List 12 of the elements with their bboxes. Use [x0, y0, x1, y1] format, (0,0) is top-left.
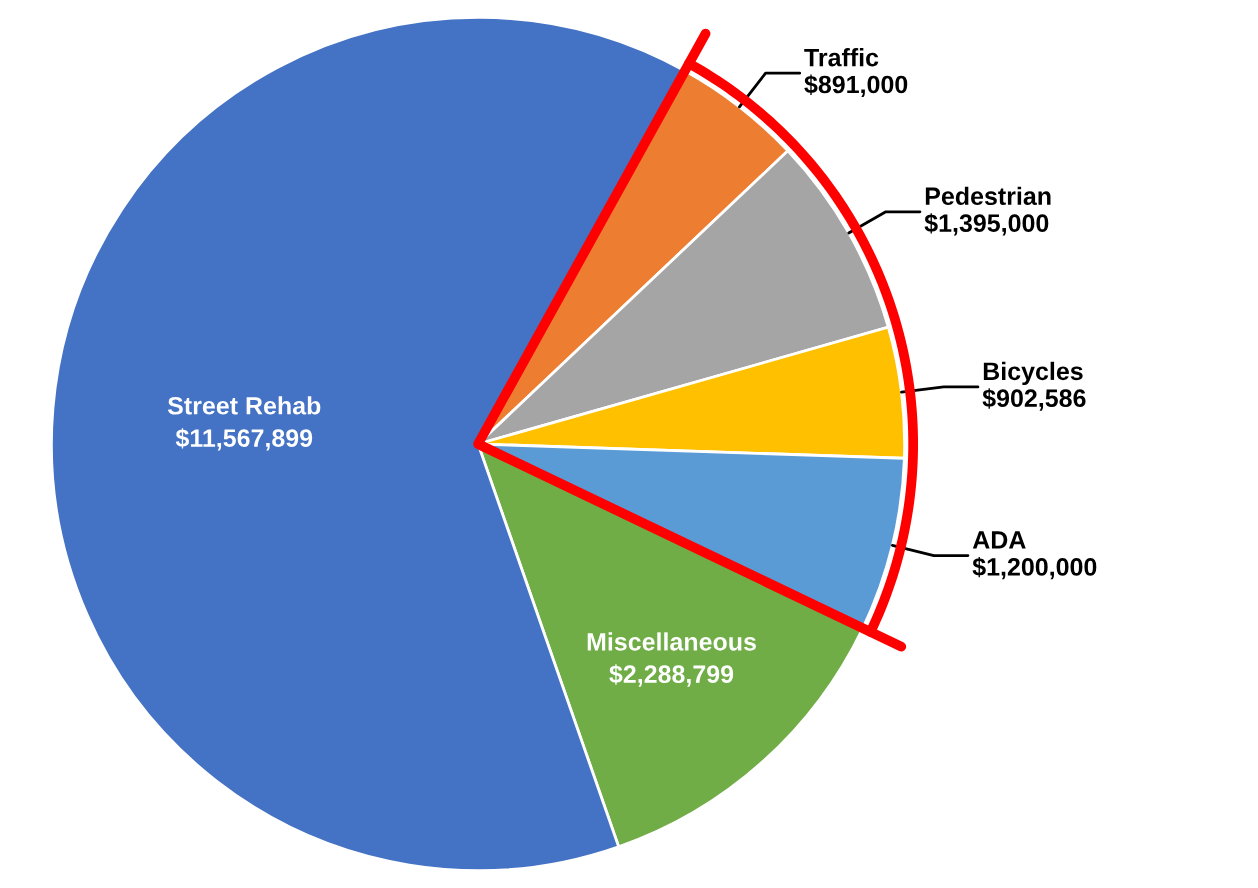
data-label: $1,200,000: [972, 556, 1097, 580]
data-label: $2,288,799: [609, 664, 734, 687]
slice-label: Miscellaneous: [587, 632, 756, 651]
data-label: $11,567,899: [175, 428, 313, 451]
slice-label: Bicycles: [983, 361, 1083, 386]
slice-label: Traffic: [804, 48, 879, 67]
data-label: $1,395,000: [924, 213, 1049, 236]
slice-label: Pedestrian: [925, 186, 1051, 206]
slice-label: ADA: [972, 531, 1026, 549]
slice-label: Street Rehab: [167, 396, 321, 415]
data-label: $891,000: [804, 74, 908, 97]
data-label: $902,586: [982, 388, 1086, 411]
